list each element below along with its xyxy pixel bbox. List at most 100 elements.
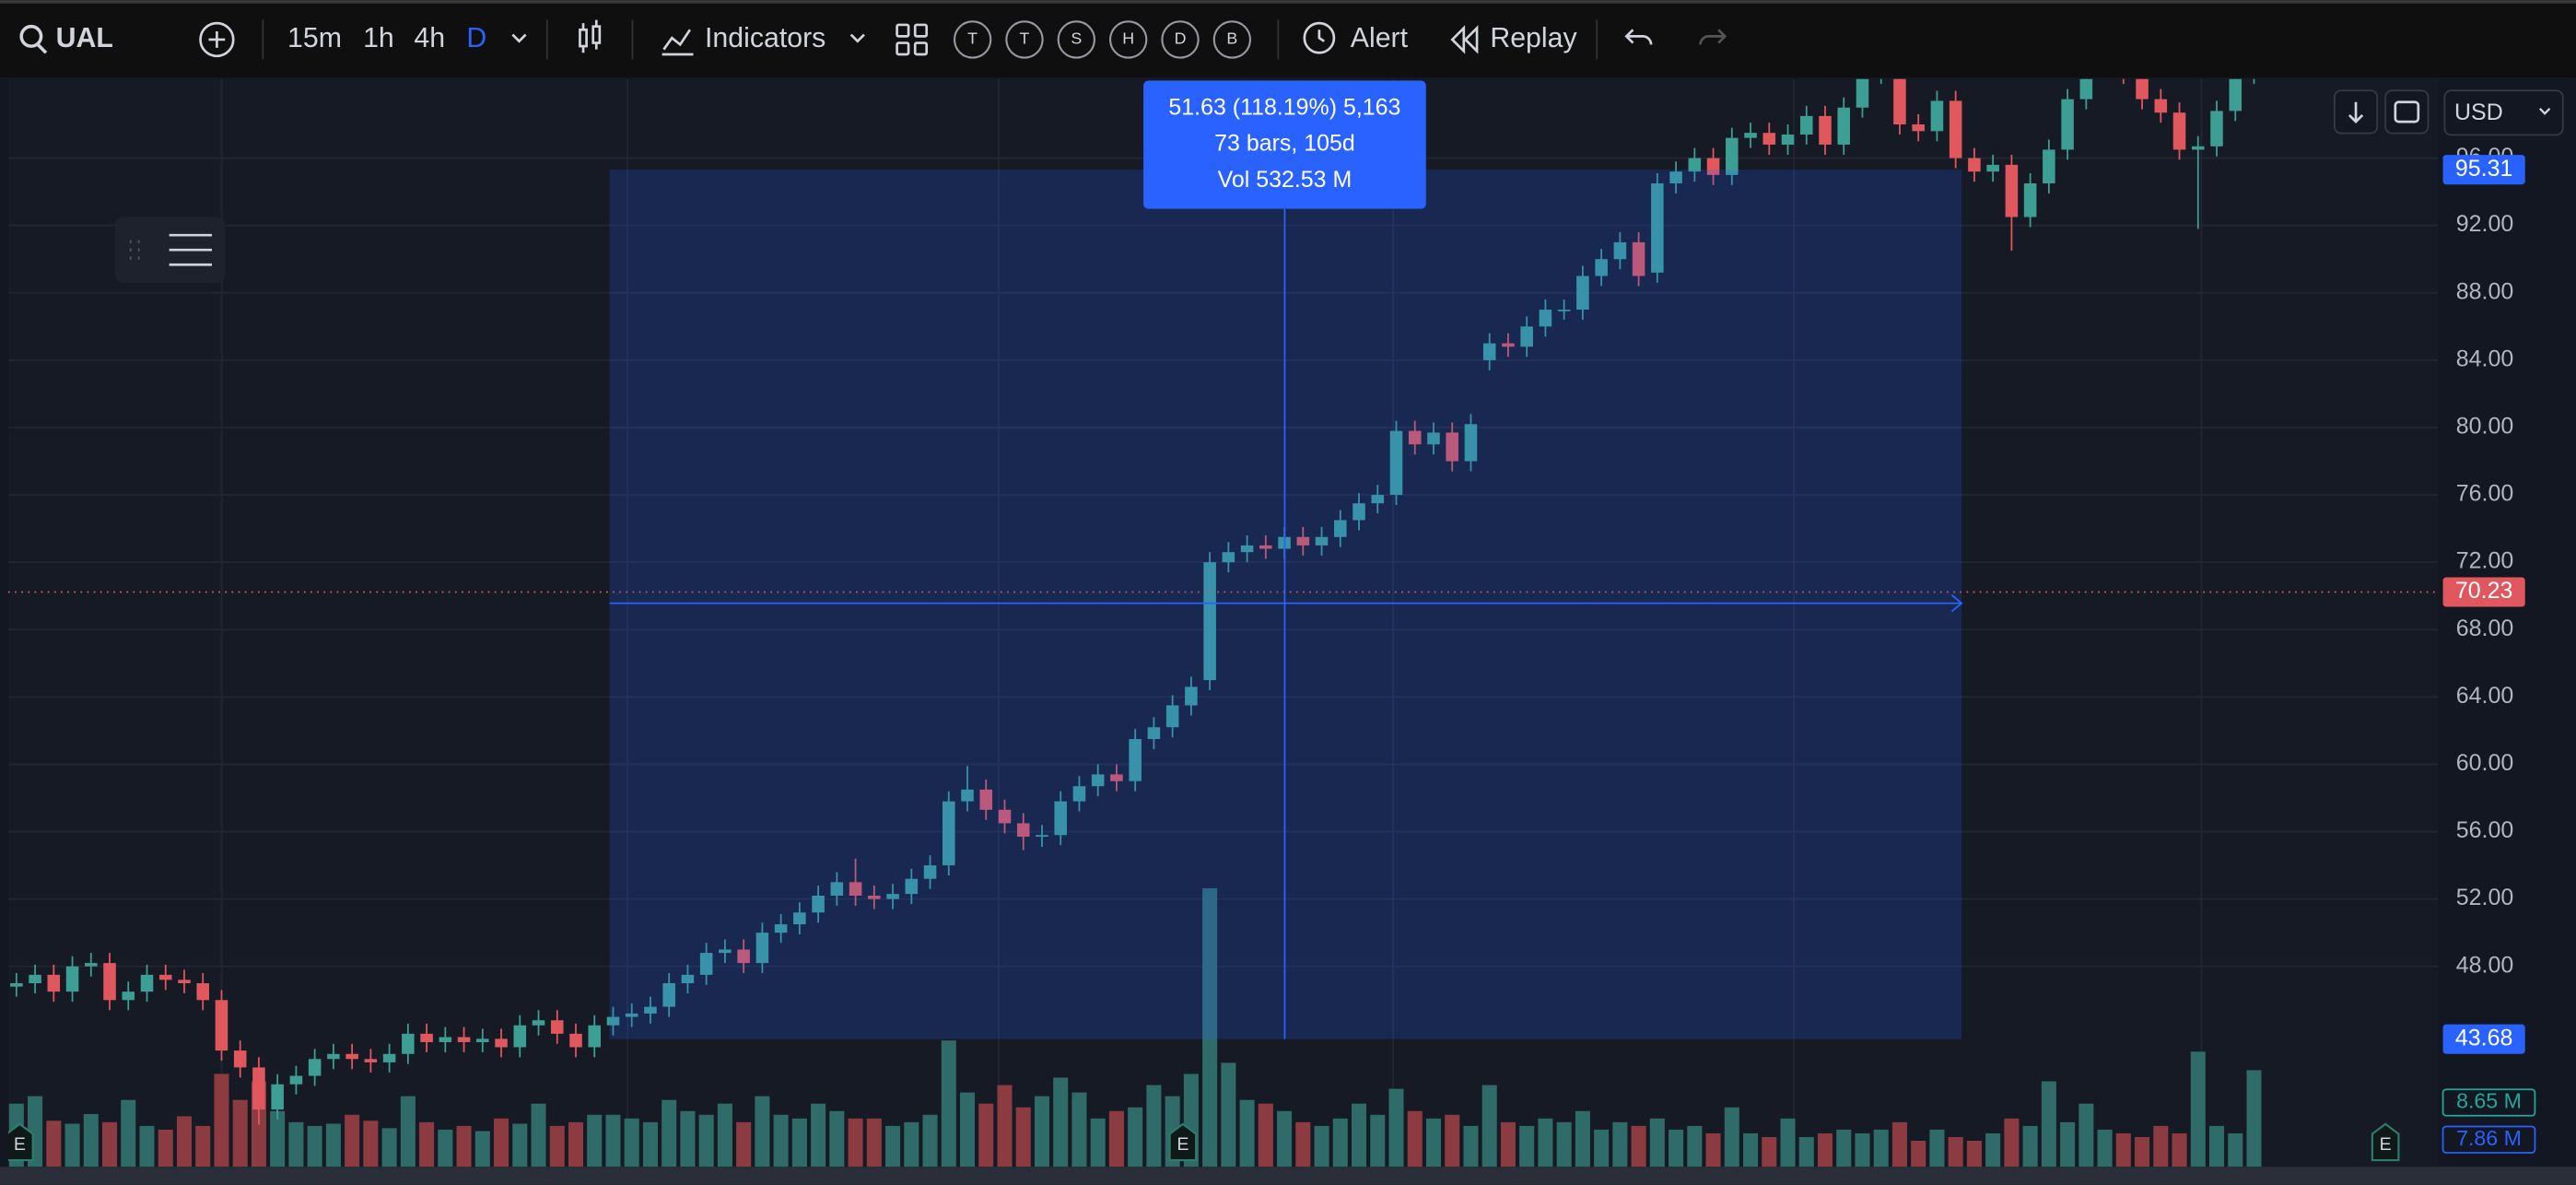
volume-bar (642, 1121, 658, 1167)
symbol[interactable]: UAL (56, 23, 113, 53)
undo-button[interactable] (1624, 29, 1653, 45)
interval[interactable]: 4h (414, 23, 445, 53)
dropdown-chevron (2538, 108, 2551, 115)
volume-bar (568, 1121, 584, 1167)
currency[interactable]: USD (2454, 100, 2503, 125)
measure-text: Vol 532.53 M (1218, 167, 1352, 193)
volume-bar (325, 1123, 341, 1167)
quick-button[interactable] (953, 20, 992, 59)
quick-button-label[interactable]: H (1122, 29, 1134, 48)
volume-bar (1258, 1103, 1273, 1167)
volume-bar (941, 1040, 956, 1167)
quick-button[interactable] (1057, 20, 1096, 59)
volume-bar (1780, 1118, 1796, 1167)
candle-body (1968, 158, 1981, 172)
volume-bar (64, 1123, 80, 1167)
quick-button-label[interactable]: T (967, 29, 978, 48)
interval[interactable]: 1h (363, 23, 394, 53)
volume-bar (438, 1129, 453, 1167)
candle-body (1129, 739, 1142, 781)
y-tick-label: 56.00 (2456, 817, 2513, 843)
volume-bar (2135, 1136, 2150, 1167)
quick-button[interactable] (1108, 20, 1148, 59)
candle-body (793, 912, 806, 925)
volume-bar (997, 1085, 1013, 1167)
layout-button[interactable] (896, 23, 929, 56)
toolbar (0, 0, 2576, 77)
quick-button-label[interactable]: S (1071, 29, 1082, 48)
candle-body (85, 963, 98, 967)
interval[interactable]: 15m (287, 23, 342, 53)
earnings-label[interactable]: E (2380, 1134, 2392, 1155)
indicators-dropdown[interactable] (849, 33, 865, 43)
earnings-badge[interactable] (6, 1122, 34, 1162)
candle-body (1446, 432, 1459, 462)
candle-body (420, 1033, 433, 1042)
volume-bar (1463, 1125, 1479, 1167)
symbol-search[interactable]: UAL (19, 23, 113, 54)
alert-icon (1317, 29, 1325, 42)
price-label-box (2442, 577, 2525, 607)
candle-body (1016, 823, 1030, 838)
volume-bar (102, 1121, 118, 1167)
candle-body (662, 983, 675, 1007)
earnings-label[interactable]: E (14, 1134, 26, 1155)
volume-bar (829, 1110, 845, 1167)
y-tick-label: 76.00 (2456, 481, 2513, 507)
earnings-badge[interactable] (2371, 1122, 2400, 1162)
replay-button[interactable]: Replay (1490, 23, 1577, 53)
candle-body (1632, 241, 1645, 276)
quick-button-label[interactable]: T (1020, 29, 1030, 48)
quick-button[interactable] (1005, 20, 1044, 59)
volume-bar (1407, 1110, 1423, 1167)
indicators-button[interactable]: Indicators (705, 23, 825, 53)
interval-dropdown[interactable] (511, 33, 527, 43)
candle-body (252, 1067, 265, 1110)
volume-bar (1575, 1110, 1590, 1167)
chart-type-button[interactable] (579, 19, 602, 53)
volume-bar (978, 1103, 994, 1167)
drag-handle[interactable] (129, 240, 140, 260)
candle-body (140, 974, 154, 992)
redo-button[interactable] (1699, 29, 1727, 45)
arrow-icon (2348, 101, 2364, 124)
menu-icon[interactable] (169, 233, 213, 266)
earnings-badge[interactable] (1168, 1122, 1198, 1162)
icon-part (913, 41, 929, 56)
volume-bar (2041, 1081, 2056, 1167)
volume-bar (1128, 1107, 1143, 1167)
volume-label-box (2441, 1088, 2536, 1117)
candle-body (271, 1084, 284, 1110)
volume-bar (1911, 1141, 1926, 1167)
currency-dropdown[interactable] (2443, 89, 2564, 136)
volume-bar (214, 1074, 229, 1167)
candle-body (737, 949, 750, 964)
candle-body (588, 1025, 602, 1048)
quick-button[interactable] (1161, 20, 1200, 59)
volume-bar (2246, 1070, 2262, 1167)
volume-bar (866, 1118, 882, 1167)
candle-body (923, 865, 937, 879)
price-label-box (2442, 155, 2525, 185)
compare-button[interactable] (199, 21, 235, 58)
candle-body (1259, 545, 1272, 549)
earnings-label[interactable]: E (1177, 1134, 1188, 1155)
icon-part (896, 23, 910, 38)
volume-bar (2190, 1051, 2206, 1167)
quick-button[interactable] (1212, 20, 1252, 59)
volume-bar (848, 1118, 863, 1167)
volume-bar (698, 1114, 714, 1167)
interval-active[interactable]: D (466, 23, 486, 53)
quick-button-label[interactable]: B (1226, 29, 1237, 48)
candle-body (2136, 78, 2149, 100)
alert-button[interactable]: Alert (1351, 23, 1409, 53)
volume-bar (363, 1120, 379, 1167)
candle-body (755, 933, 769, 964)
volume-bar (139, 1125, 155, 1167)
candle-body (1520, 326, 1533, 347)
reset-button[interactable] (2384, 89, 2430, 135)
candle-body (1613, 241, 1627, 260)
candle-body (644, 1006, 657, 1014)
quick-button-label[interactable]: D (1175, 29, 1187, 48)
